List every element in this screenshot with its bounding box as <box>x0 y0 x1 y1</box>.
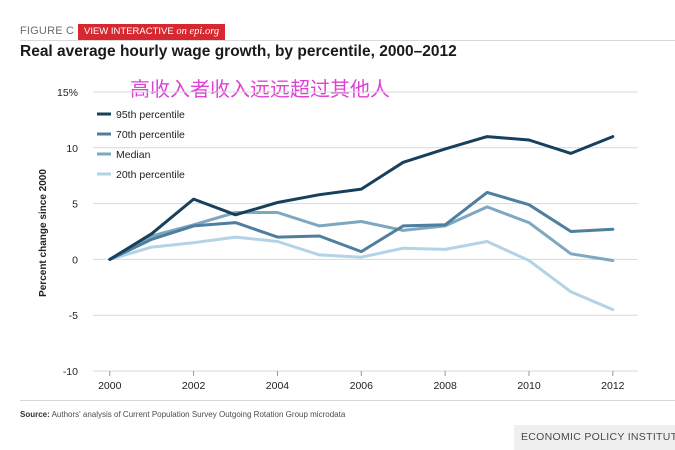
x-axis-ticks: 2000 2002 2004 2006 2008 2010 2012 <box>98 371 625 392</box>
legend-label-70th-percentile: 70th percentile <box>116 129 185 141</box>
y-tick-label: -10 <box>63 366 78 378</box>
bottom-divider <box>20 400 675 401</box>
y-tick-label: 15% <box>57 87 78 99</box>
y-axis-title: Percent change since 2000 <box>38 169 49 297</box>
series-line-20th-percentile <box>108 235 615 312</box>
legend: 95th percentile 70th percentile Median 20th… <box>97 109 185 181</box>
legend-label-95th-percentile: 95th percentile <box>116 109 185 121</box>
top-divider <box>20 40 675 41</box>
series-line-70th-percentile <box>108 190 615 261</box>
x-tick-label: 2010 <box>517 380 541 392</box>
figure-label: FIGURE C <box>20 25 75 37</box>
overlay-caption: 高收入者收入远远超过其他人 <box>130 77 390 101</box>
publisher-name: ECONOMIC POLICY INSTITUTE <box>521 431 675 443</box>
source-text: Authors' analysis of Current Population … <box>49 410 346 419</box>
series-line-95th-percentile <box>108 135 615 261</box>
x-tick-label: 2012 <box>601 380 625 392</box>
source-note: Source: Authors' analysis of Current Pop… <box>20 410 345 419</box>
publisher-badge <box>514 425 675 450</box>
y-tick-label: -5 <box>69 310 78 322</box>
view-interactive-site: on epi.org <box>176 26 220 37</box>
x-tick-label: 2004 <box>266 380 290 392</box>
view-interactive-button[interactable]: VIEW INTERACTIVE on epi.org <box>78 24 226 40</box>
y-axis-ticks: 15% 10 5 0 -5 -10 <box>57 87 78 378</box>
y-tick-label: 5 <box>72 199 78 211</box>
y-tick-label: 10 <box>66 143 78 155</box>
x-tick-label: 2006 <box>350 380 374 392</box>
legend-label-20th-percentile: 20th percentile <box>116 169 185 181</box>
source-label: Source: <box>20 410 50 419</box>
grid-lines <box>93 91 638 372</box>
view-interactive-label: VIEW INTERACTIVE <box>84 26 174 37</box>
series-lines <box>108 135 615 312</box>
chart-title: Real average hourly wage growth, by perc… <box>20 43 457 60</box>
legend-label-median: Median <box>116 149 151 161</box>
x-tick-label: 2002 <box>182 380 206 392</box>
y-tick-label: 0 <box>72 254 78 266</box>
x-tick-label: 2000 <box>98 380 122 392</box>
x-tick-label: 2008 <box>433 380 457 392</box>
